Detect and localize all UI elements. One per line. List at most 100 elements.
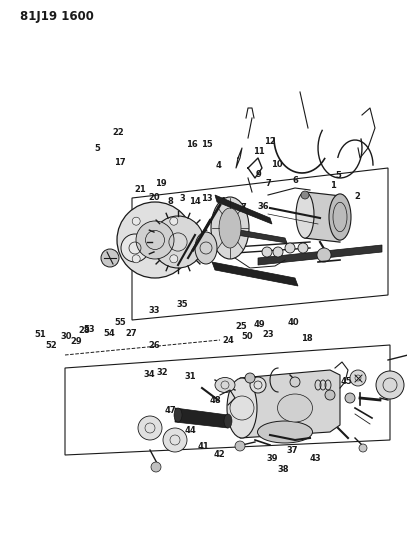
Text: 81J19 1600: 81J19 1600 bbox=[20, 10, 94, 22]
Text: 40: 40 bbox=[288, 318, 300, 327]
Circle shape bbox=[132, 255, 140, 263]
Text: 35: 35 bbox=[177, 301, 188, 309]
Text: 55: 55 bbox=[114, 318, 126, 327]
Circle shape bbox=[235, 441, 245, 451]
Circle shape bbox=[262, 247, 272, 257]
Text: 1: 1 bbox=[330, 181, 336, 190]
Circle shape bbox=[121, 234, 149, 262]
Ellipse shape bbox=[174, 408, 182, 422]
Text: 54: 54 bbox=[103, 329, 115, 337]
Text: 19: 19 bbox=[155, 180, 166, 188]
Text: 31: 31 bbox=[185, 372, 196, 381]
Ellipse shape bbox=[195, 232, 217, 264]
Circle shape bbox=[350, 370, 366, 386]
Text: 4: 4 bbox=[216, 161, 222, 169]
Circle shape bbox=[136, 221, 174, 259]
Text: 36: 36 bbox=[258, 203, 269, 211]
Text: 20: 20 bbox=[149, 193, 160, 201]
Circle shape bbox=[290, 377, 300, 387]
Text: 6: 6 bbox=[292, 176, 298, 184]
Text: 21: 21 bbox=[135, 185, 146, 193]
Text: 33: 33 bbox=[148, 306, 160, 314]
Circle shape bbox=[317, 248, 331, 262]
Polygon shape bbox=[305, 192, 340, 242]
Text: 5: 5 bbox=[94, 144, 100, 152]
Circle shape bbox=[152, 216, 204, 268]
Text: 3: 3 bbox=[179, 194, 185, 203]
Text: 50: 50 bbox=[242, 333, 253, 341]
Text: 13: 13 bbox=[201, 194, 212, 203]
Circle shape bbox=[359, 444, 367, 452]
Text: 15: 15 bbox=[201, 141, 212, 149]
Text: 30: 30 bbox=[60, 333, 72, 341]
Text: 53: 53 bbox=[83, 325, 94, 334]
Text: 16: 16 bbox=[186, 141, 198, 149]
Text: 25: 25 bbox=[235, 322, 247, 330]
Circle shape bbox=[163, 428, 187, 452]
Circle shape bbox=[298, 243, 308, 253]
Text: 46: 46 bbox=[231, 413, 243, 421]
Text: 48: 48 bbox=[209, 397, 221, 405]
Circle shape bbox=[117, 202, 193, 278]
Polygon shape bbox=[215, 195, 272, 224]
Circle shape bbox=[151, 462, 161, 472]
Circle shape bbox=[101, 249, 119, 267]
Text: 43: 43 bbox=[310, 454, 321, 463]
Text: 38: 38 bbox=[277, 465, 289, 473]
Polygon shape bbox=[258, 245, 382, 265]
Ellipse shape bbox=[296, 192, 314, 238]
Ellipse shape bbox=[329, 194, 351, 240]
Polygon shape bbox=[175, 408, 228, 428]
Text: 12: 12 bbox=[264, 137, 275, 146]
Text: 34: 34 bbox=[144, 370, 155, 378]
Text: 5: 5 bbox=[336, 172, 341, 180]
Circle shape bbox=[345, 393, 355, 403]
Circle shape bbox=[170, 217, 178, 225]
Text: 44: 44 bbox=[185, 426, 196, 435]
Text: 17: 17 bbox=[114, 158, 126, 167]
Text: 42: 42 bbox=[213, 450, 225, 459]
Ellipse shape bbox=[224, 414, 232, 428]
Text: 49: 49 bbox=[254, 320, 265, 328]
Text: 41: 41 bbox=[198, 442, 209, 451]
Text: 29: 29 bbox=[71, 337, 82, 345]
Circle shape bbox=[285, 243, 295, 253]
Circle shape bbox=[273, 247, 283, 257]
Circle shape bbox=[132, 217, 140, 225]
Text: 10: 10 bbox=[271, 160, 282, 168]
Text: 18: 18 bbox=[302, 334, 313, 343]
Circle shape bbox=[250, 377, 266, 393]
Text: 23: 23 bbox=[263, 330, 274, 339]
Text: 2: 2 bbox=[354, 192, 360, 200]
Text: 8: 8 bbox=[167, 197, 173, 206]
Text: 51: 51 bbox=[35, 330, 46, 339]
Circle shape bbox=[376, 371, 404, 399]
Text: 14: 14 bbox=[189, 197, 200, 206]
Polygon shape bbox=[240, 370, 340, 438]
Text: 26: 26 bbox=[148, 341, 160, 350]
Text: 37: 37 bbox=[287, 446, 298, 455]
Ellipse shape bbox=[278, 394, 313, 422]
Text: 27: 27 bbox=[125, 329, 137, 337]
Text: 7: 7 bbox=[241, 204, 246, 212]
Text: 22: 22 bbox=[112, 128, 124, 136]
Text: 32: 32 bbox=[156, 368, 168, 376]
Ellipse shape bbox=[215, 377, 235, 392]
Text: 24: 24 bbox=[223, 336, 234, 344]
Circle shape bbox=[325, 390, 335, 400]
Text: 47: 47 bbox=[164, 406, 176, 415]
Ellipse shape bbox=[219, 208, 241, 248]
Ellipse shape bbox=[258, 421, 313, 443]
Text: 9: 9 bbox=[256, 171, 261, 179]
Circle shape bbox=[138, 416, 162, 440]
Circle shape bbox=[245, 373, 255, 383]
Circle shape bbox=[301, 191, 309, 199]
Ellipse shape bbox=[227, 378, 257, 438]
Text: 9: 9 bbox=[220, 197, 226, 206]
Circle shape bbox=[170, 255, 178, 263]
Ellipse shape bbox=[211, 197, 249, 259]
Text: 39: 39 bbox=[266, 455, 278, 463]
Text: 45: 45 bbox=[341, 377, 352, 385]
Text: 11: 11 bbox=[253, 148, 264, 156]
Text: 52: 52 bbox=[45, 341, 57, 350]
